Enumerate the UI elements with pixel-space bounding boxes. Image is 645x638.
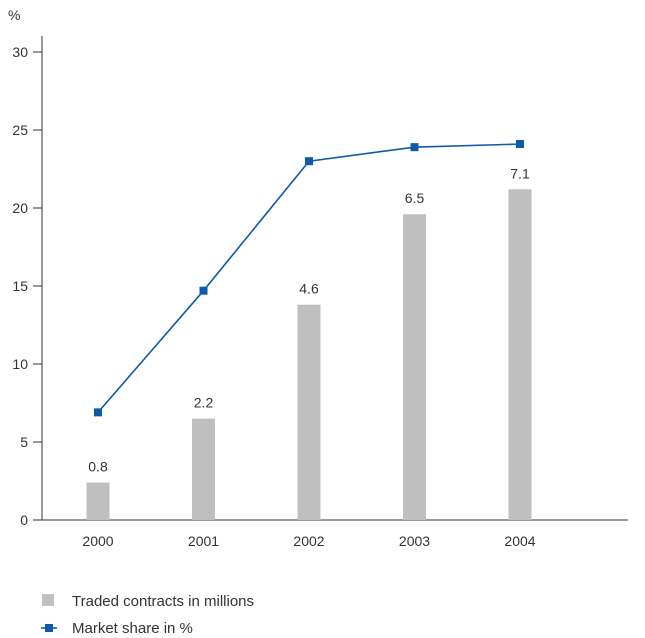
y-tick-label: 20 [12,200,28,216]
bar-data-label: 6.5 [405,190,425,206]
legend-bar-label: Traded contracts in millions [72,593,254,610]
market-share-marker [199,286,208,295]
y-unit-label: % [8,7,20,23]
x-ticks: 2000 2001 2002 2003 2004 [82,533,535,549]
bar [403,214,426,521]
y-tick-label: 25 [12,122,28,138]
y-tick-label: 30 [12,44,28,60]
legend-line-label: Market share in % [72,620,193,637]
y-tick-label: 15 [12,278,28,294]
legend-line-marker [45,624,53,632]
market-share-marker [410,143,419,152]
line-series [94,140,524,417]
bar-labels: 0.8 2.2 4.6 6.5 7.1 [88,165,530,474]
market-share-marker [94,408,102,417]
x-tick-label: 2003 [399,533,430,549]
bar [297,304,321,520]
bars [86,189,532,521]
y-tick-label: 10 [12,356,28,372]
x-tick-label: 2001 [188,533,219,549]
bar [86,482,110,520]
legend-bar-swatch [42,594,54,606]
x-tick-label: 2004 [504,533,535,549]
bar [192,418,215,520]
bar-data-label: 2.2 [194,395,214,411]
x-tick-label: 2000 [82,533,113,549]
bar-data-label: 7.1 [510,165,530,181]
y-tick-label: 0 [20,512,28,528]
market-share-marker [305,157,313,166]
y-ticks: 0 5 10 15 20 25 30 [12,44,42,528]
market-share-marker [516,140,524,149]
y-tick-label: 5 [20,434,28,450]
legend: Traded contracts in millions Market shar… [41,593,254,637]
bar-data-label: 4.6 [299,281,319,297]
bar-data-label: 0.8 [88,459,108,475]
bar [508,189,532,520]
x-tick-label: 2002 [293,533,324,549]
